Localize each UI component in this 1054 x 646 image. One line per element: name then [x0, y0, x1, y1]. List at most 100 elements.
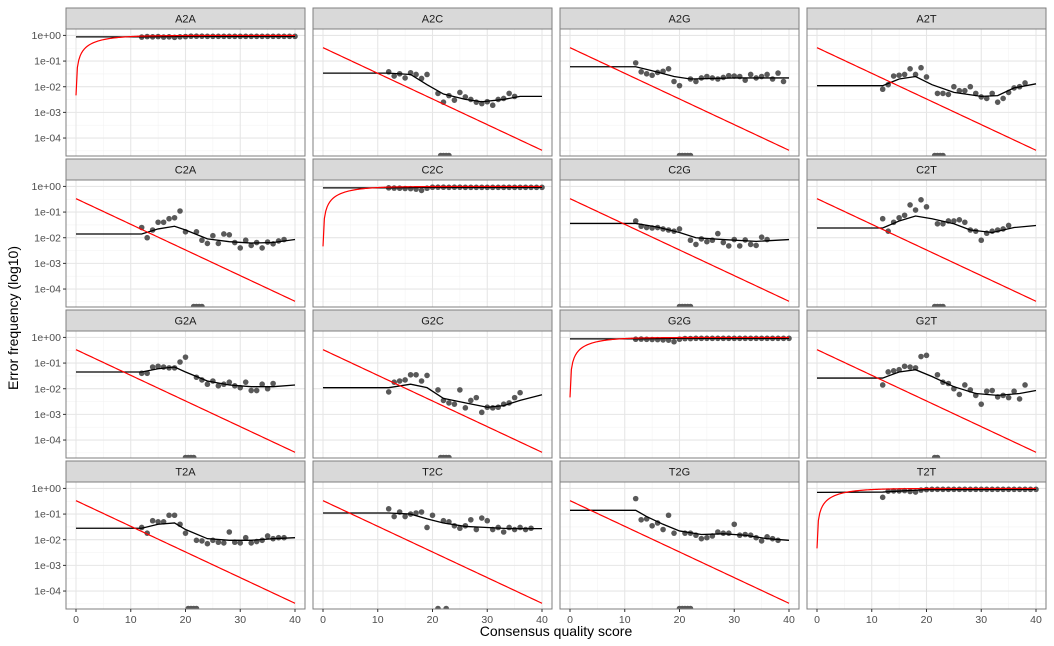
- data-point: [259, 381, 265, 388]
- y-tick-label: 1e-01: [34, 358, 61, 370]
- data-point: [1011, 388, 1017, 395]
- nominal-error-line: [569, 47, 790, 151]
- data-point: [879, 494, 886, 501]
- data-point: [418, 378, 425, 384]
- y-tick-label: 1e-03: [34, 560, 61, 572]
- data-point: [736, 243, 743, 249]
- data-point: [478, 409, 485, 416]
- fitted-error-line: [76, 225, 296, 244]
- facet-panels: A2A 1e+00 1e-01 1e-02 1e-03 1e-04 A2C A2G A2T C2A…: [32, 7, 1047, 626]
- data-point: [264, 533, 271, 539]
- data-point: [879, 86, 886, 93]
- facet-strip-label: T2G: [669, 467, 690, 479]
- data-point: [473, 526, 480, 533]
- data-point: [704, 534, 710, 541]
- data-point: [918, 197, 924, 203]
- data-point: [676, 226, 683, 232]
- data-point: [671, 338, 677, 345]
- data-point: [1016, 396, 1023, 402]
- data-point: [967, 83, 974, 90]
- panel-plot-area: [807, 180, 1046, 307]
- data-point: [923, 74, 930, 80]
- nominal-error-line: [816, 487, 1036, 549]
- zero-point: [190, 454, 197, 458]
- data-point: [1000, 95, 1006, 102]
- data-point: [402, 513, 408, 520]
- data-point: [989, 90, 995, 97]
- data-point: [665, 512, 672, 519]
- facet-strip-label: T2A: [175, 467, 196, 479]
- data-point: [259, 245, 265, 251]
- data-point: [155, 518, 161, 525]
- data-point: [259, 537, 265, 544]
- data-point: [720, 74, 727, 81]
- data-point: [956, 391, 963, 398]
- data-point: [698, 535, 705, 542]
- panel-border: [65, 179, 306, 308]
- panel-border: [65, 330, 306, 459]
- data-point: [879, 382, 886, 388]
- fitted-error-line: [76, 522, 296, 541]
- fitted-error-line: [817, 215, 1037, 234]
- facet-strip-label: G2G: [668, 316, 691, 328]
- fitted-error-line: [817, 369, 1037, 397]
- data-point: [517, 389, 523, 396]
- panel-plot-area: [313, 180, 552, 307]
- y-tick-label: 1e+00: [32, 332, 62, 344]
- data-point: [983, 388, 990, 395]
- data-point: [462, 94, 469, 100]
- data-point: [204, 381, 211, 388]
- data-point: [989, 387, 995, 394]
- data-point: [155, 363, 161, 370]
- data-point: [907, 65, 913, 72]
- x-tick-label: 0: [320, 614, 326, 626]
- facet-g2a: G2A 1e+00 1e-01 1e-02 1e-03 1e-04: [32, 309, 306, 459]
- data-point: [945, 91, 952, 98]
- data-point: [248, 540, 254, 546]
- zero-point: [687, 152, 694, 156]
- data-point: [473, 394, 480, 401]
- panel-plot-area: [560, 180, 799, 307]
- panel-plot-area: [66, 331, 305, 458]
- panel-border: [559, 28, 800, 157]
- data-point: [396, 378, 403, 384]
- data-point: [731, 521, 738, 528]
- x-tick-label: 20: [674, 614, 686, 626]
- data-point: [775, 537, 781, 544]
- data-point: [237, 540, 244, 546]
- nominal-error-line: [322, 185, 542, 247]
- data-point: [226, 379, 233, 385]
- fitted-error-line: [76, 35, 295, 38]
- data-point: [720, 239, 727, 246]
- data-point: [226, 232, 233, 238]
- nominal-error-line: [569, 336, 789, 398]
- data-point: [204, 540, 211, 547]
- x-axis-title: Consensus quality score: [480, 623, 633, 639]
- data-point: [199, 538, 205, 544]
- data-point: [962, 219, 968, 226]
- zero-point: [435, 605, 441, 609]
- facet-strip-label: T2T: [917, 467, 937, 479]
- x-tick-label: 10: [125, 614, 137, 626]
- data-point: [896, 214, 902, 221]
- x-tick-label: 30: [481, 614, 493, 626]
- y-tick-label: 1e+00: [32, 30, 62, 42]
- data-point: [221, 231, 227, 237]
- data-point: [517, 524, 523, 531]
- facet-strip-label: C2A: [175, 165, 197, 177]
- x-tick-label: 20: [180, 614, 192, 626]
- data-point: [253, 387, 260, 394]
- data-point: [758, 538, 765, 544]
- data-point: [704, 73, 710, 80]
- data-point: [177, 208, 183, 214]
- data-point: [951, 83, 957, 90]
- panel-plot-area: [807, 331, 1046, 458]
- zero-point: [687, 605, 694, 609]
- data-point: [435, 387, 441, 393]
- data-point: [687, 237, 694, 244]
- data-point: [764, 71, 770, 78]
- x-tick-label: 30: [975, 614, 987, 626]
- panel-plot-area: [66, 180, 305, 307]
- data-point: [215, 539, 222, 546]
